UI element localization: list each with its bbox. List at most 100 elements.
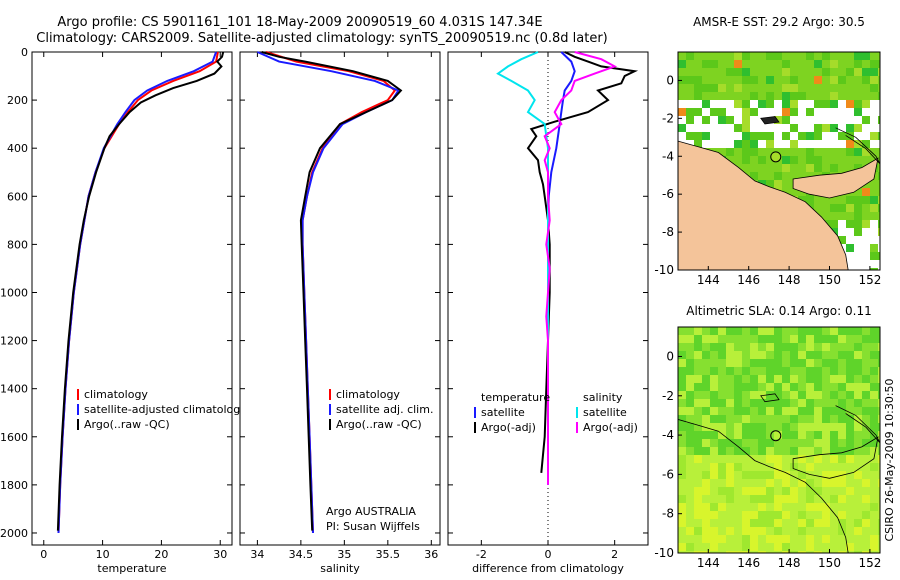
sst-cell [790,100,798,108]
sla-cell [774,503,782,511]
sla-map-title: Altimetric SLA: 0.14 Argo: 0.11 [686,304,871,318]
sst-cell [862,140,870,148]
sst-cell [798,84,806,92]
sla-cell [774,335,782,343]
sst-map-ytick-label: 0 [666,73,674,87]
sla-cell [782,495,790,503]
sst-cell [734,92,742,100]
sla-cell [862,439,870,447]
sla-cell [766,535,774,543]
sla-cell [734,343,742,351]
sst-cell [742,108,750,116]
sla-cell [878,423,880,431]
sst-cell [798,148,806,156]
sla-cell [854,439,862,447]
sla-cell [766,375,774,383]
sst-cell [790,52,798,60]
timestamp-label: CSIRO 26-May-2009 10:30:50 [883,378,896,541]
sla-cell [758,343,766,351]
sst-cell [694,68,702,76]
sla-cell [782,423,790,431]
sst-cell [838,84,846,92]
sla-cell [790,399,798,407]
sla-cell [838,407,846,415]
sst-cell [782,84,790,92]
sla-cell [718,335,726,343]
sst-cell [846,244,854,252]
sla-cell [742,471,750,479]
sla-cell [838,383,846,391]
sla-cell [766,335,774,343]
sst-cell [878,84,880,92]
sst-cell [758,148,766,156]
sst-cell [774,68,782,76]
sla-cell [742,359,750,367]
sst-cell [862,92,870,100]
sst-cell [846,220,854,228]
sla-cell [766,471,774,479]
sla-cell [806,415,814,423]
salinity-xtick-label: 36 [424,548,438,561]
sla-cell [678,399,686,407]
temperature-xlabel: temperature [97,562,166,575]
sla-cell [862,375,870,383]
sst-cell [854,92,862,100]
sla-cell [862,415,870,423]
sst-cell [814,92,822,100]
sst-map-ytick-label: -4 [662,149,674,163]
sst-cell [790,76,798,84]
sla-cell [862,551,870,553]
sla-cell [686,431,694,439]
sla-cell [774,495,782,503]
sst-cell [838,76,846,84]
sla-cell [694,495,702,503]
sst-cell [838,164,846,172]
sst-cell [694,92,702,100]
sla-cell [878,391,880,399]
sst-cell [878,188,880,196]
sla-cell [766,367,774,375]
sla-cell [694,527,702,535]
sla-cell [750,367,758,375]
sst-cell [822,148,830,156]
sla-cell [782,375,790,383]
sst-cell [830,92,838,100]
sst-cell [718,148,726,156]
sla-cell [678,455,686,463]
sst-cell [766,60,774,68]
sla-cell [750,375,758,383]
sla-cell [838,527,846,535]
sla-cell [686,543,694,551]
sst-cell [718,116,726,124]
sst-cell [678,68,686,76]
sst-cell [870,84,878,92]
sla-cell [686,351,694,359]
sla-cell [694,455,702,463]
sst-cell [854,60,862,68]
sla-cell [702,327,710,335]
sst-cell [718,60,726,68]
sla-cell [750,359,758,367]
sst-cell [830,68,838,76]
sst-cell [710,84,718,92]
difference-xtick-label: -2 [476,548,487,561]
sst-cell [678,108,686,116]
sla-cell [878,479,880,487]
sst-cell [806,68,814,76]
sst-cell [862,60,870,68]
sla-cell [846,431,854,439]
sla-cell [830,407,838,415]
sst-cell [798,76,806,84]
sla-cell [790,327,798,335]
sla-cell [678,503,686,511]
sst-cell [814,60,822,68]
sst-cell [846,148,854,156]
sla-cell [822,367,830,375]
sla-cell [878,351,880,359]
sla-cell [702,471,710,479]
title-line-2: Climatology: CARS2009. Satellite-adjuste… [36,31,608,46]
sla-cell [854,551,862,553]
sst-cell [726,52,734,60]
sst-cell [694,132,702,140]
